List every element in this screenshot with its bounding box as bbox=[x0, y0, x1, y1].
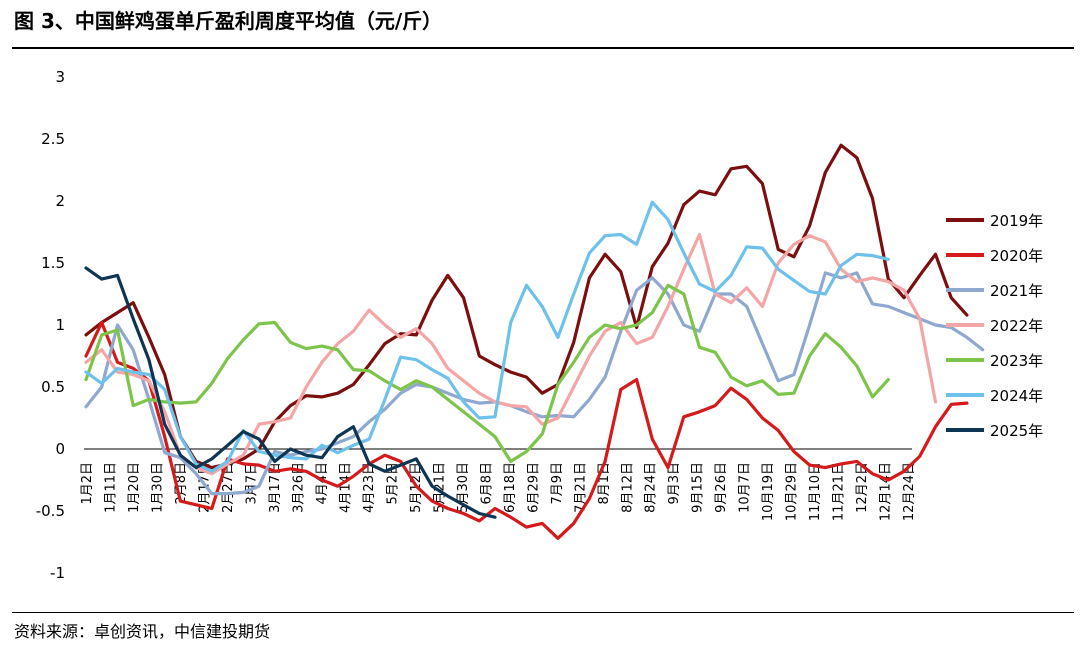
x-tick-label: 7月9日 bbox=[550, 462, 565, 505]
x-tick-label: 6月8日 bbox=[479, 462, 494, 505]
x-tick-label: 1月20日 bbox=[127, 462, 142, 513]
x-tick-label: 9月26日 bbox=[714, 462, 729, 513]
x-tick-label: 10月29日 bbox=[785, 462, 800, 521]
x-tick-label: 10月7日 bbox=[738, 462, 753, 513]
y-tick-label: 0.5 bbox=[41, 378, 65, 396]
x-tick-label: 8月1日 bbox=[597, 462, 612, 505]
legend-label: 2020年 bbox=[990, 247, 1043, 265]
y-tick-label: 1.5 bbox=[41, 254, 65, 272]
legend-label: 2022年 bbox=[990, 317, 1043, 335]
legend-label: 2023年 bbox=[990, 352, 1043, 370]
x-tick-label: 10月19日 bbox=[761, 462, 776, 521]
legend: 2019年 2020年 2021年 2022年 2023年 2024年 2025年 bbox=[946, 212, 1043, 440]
x-tick-label: 6月18日 bbox=[503, 462, 518, 513]
x-tick-label: 1月2日 bbox=[80, 462, 95, 505]
legend-label: 2021年 bbox=[990, 282, 1043, 300]
x-tick-label: 9月3日 bbox=[667, 462, 682, 505]
legend-label: 2025年 bbox=[990, 422, 1043, 440]
x-tick-label: 1月11日 bbox=[103, 462, 118, 513]
x-tick-label: 8月12日 bbox=[620, 462, 635, 513]
y-axis-ticks: 3 2.5 2 1.5 1 0.5 0 -0.5 -1 bbox=[36, 68, 65, 582]
source-note: 资料来源：卓创资讯，中信建投期货 bbox=[14, 618, 270, 642]
series-line-2019年 bbox=[86, 145, 967, 467]
legend-label: 2024年 bbox=[990, 387, 1043, 405]
x-tick-label: 9月15日 bbox=[691, 462, 706, 513]
x-tick-label: 1月30日 bbox=[150, 462, 165, 513]
x-tick-label: 11月21日 bbox=[832, 462, 847, 521]
y-tick-label: 3 bbox=[55, 68, 65, 86]
legend-label: 2019年 bbox=[990, 212, 1043, 230]
x-tick-label: 12月14日 bbox=[879, 462, 894, 521]
series-line-2023年 bbox=[86, 285, 888, 461]
y-tick-label: 1 bbox=[55, 316, 65, 334]
y-tick-label: 0 bbox=[55, 440, 65, 458]
x-tick-label: 4月14日 bbox=[338, 462, 353, 513]
x-tick-label: 11月10日 bbox=[808, 462, 823, 521]
y-tick-label: -0.5 bbox=[36, 502, 65, 520]
x-tick-label: 3月7日 bbox=[244, 462, 259, 505]
series-line-2022年 bbox=[86, 235, 936, 474]
y-tick-label: 2 bbox=[55, 192, 65, 210]
y-tick-label: 2.5 bbox=[41, 130, 65, 148]
x-tick-label: 6月29日 bbox=[526, 462, 541, 513]
footer-divider bbox=[12, 612, 1074, 613]
y-tick-label: -1 bbox=[50, 564, 65, 582]
x-tick-label: 8月24日 bbox=[644, 462, 659, 513]
